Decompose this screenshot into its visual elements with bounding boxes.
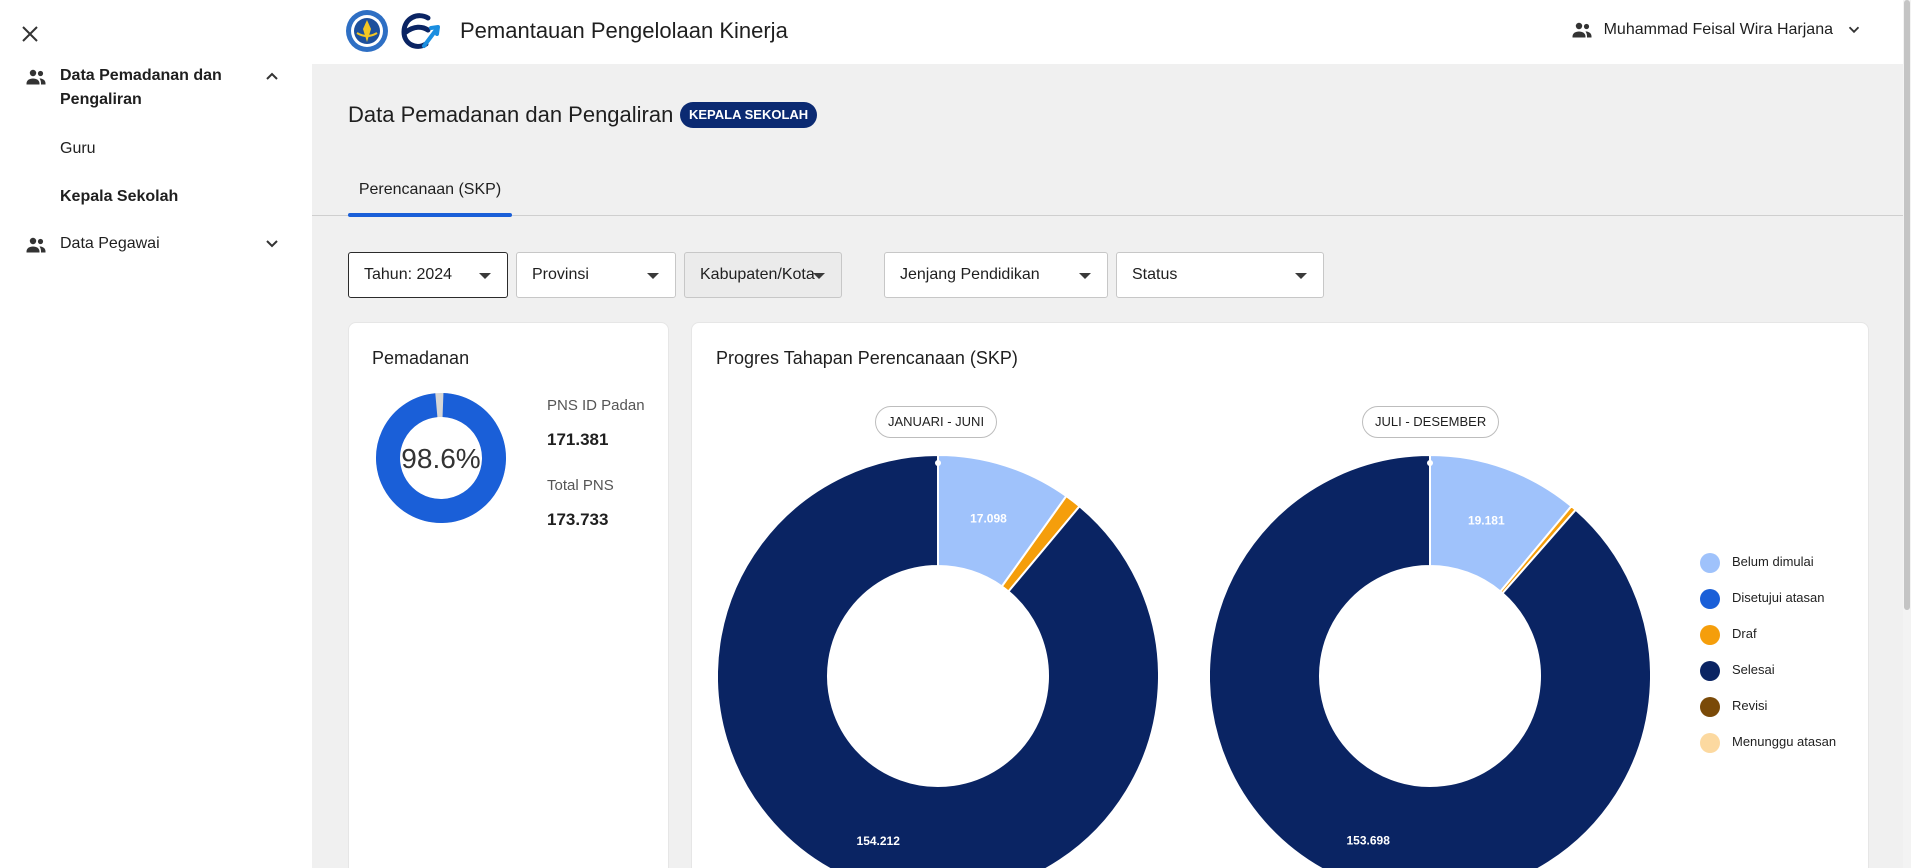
legend-swatch [1700, 697, 1720, 717]
dropdown-arrow-icon [813, 273, 825, 279]
people-icon [26, 237, 46, 253]
legend-disetujui-atasan[interactable]: Disetujui atasan [1700, 588, 1900, 610]
pns-padan-value: 171.381 [547, 430, 609, 449]
page-title: Data Pemadanan dan Pengaliran [348, 102, 674, 127]
filter-value: Provinsi [532, 266, 589, 283]
legend-swatch [1700, 625, 1720, 645]
e-kinerja-logo [401, 13, 440, 49]
pemadanan-title: Pemadanan [372, 348, 470, 368]
legend-swatch [1700, 661, 1720, 681]
donut-slice-selesai[interactable] [1210, 453, 1650, 868]
donut-arc-padan [376, 393, 506, 523]
role-badge: KEPALA SEKOLAH [680, 102, 818, 128]
data-label-belum-dimulai: 17.098 [970, 511, 1007, 525]
sidebar-subitem-guru[interactable]: Guru [60, 140, 96, 157]
filter-value: Kabupaten/Kota [700, 266, 815, 283]
legend-label: Belum dimulai [1732, 554, 1814, 569]
data-label-selesai: 154.212 [857, 834, 901, 848]
app-title: Pemantauan Pengelolaan Kinerja [460, 18, 788, 43]
sidebar: Data Pemadanan dan Pengaliran Guru Kepal… [0, 0, 312, 868]
slice-marker [935, 460, 941, 466]
data-label-belum-dimulai: 19.181 [1468, 513, 1505, 527]
close-icon[interactable] [18, 22, 42, 46]
donut-chart-jul-des: 19.181 153.698 [1210, 453, 1650, 868]
sidebar-item-label: Data Pemadanan dan Pengaliran [60, 67, 222, 108]
filter-value: Jenjang Pendidikan [900, 266, 1040, 283]
legend-label: Disetujui atasan [1732, 590, 1825, 605]
dropdown-arrow-icon [647, 273, 659, 279]
filter-value: Status [1132, 266, 1178, 283]
active-tab-indicator [348, 213, 512, 217]
user-name: Muhammad Feisal Wira Harjana [1603, 21, 1833, 38]
legend-label: Menunggu atasan [1732, 734, 1837, 749]
user-menu[interactable]: Muhammad Feisal Wira Harjana [1570, 18, 1863, 42]
filter-value: Tahun: 2024 [364, 266, 453, 283]
legend-label: Revisi [1732, 698, 1768, 713]
legend-menunggu-atasan[interactable]: Menunggu atasan [1700, 732, 1900, 754]
top-header: Pemantauan Pengelolaan Kinerja Muhammad … [312, 0, 1903, 64]
progres-title: Progres Tahapan Perencanaan (SKP) [716, 348, 1018, 368]
legend-swatch [1700, 589, 1720, 609]
legend-draf[interactable]: Draf [1700, 624, 1900, 646]
filter-provinsi[interactable]: Provinsi [516, 252, 676, 298]
people-icon [26, 69, 46, 85]
page-scrollbar[interactable] [1903, 0, 1911, 868]
scrollbar-thumb[interactable] [1904, 0, 1910, 610]
tab-perencanaan-skp[interactable]: Perencanaan (SKP) [348, 164, 512, 217]
donut-slice-selesai[interactable] [718, 453, 1158, 868]
data-label-selesai: 153.698 [1347, 833, 1391, 847]
legend-label: Selesai [1732, 662, 1775, 677]
period-chip-jan-jun: JANUARI - JUNI [875, 406, 998, 438]
filter-status[interactable]: Status [1116, 252, 1324, 298]
sidebar-group-pemadanan: Data Pemadanan dan Pengaliran [0, 64, 312, 112]
pemadanan-donut-chart: 98.6% [376, 393, 506, 523]
slice-marker [1427, 460, 1433, 466]
chevron-up-icon[interactable] [262, 66, 282, 86]
dropdown-arrow-icon [1295, 273, 1307, 279]
sidebar-group-pegawai: Data Pegawai [0, 232, 312, 257]
total-pns-value: 173.733 [547, 510, 609, 529]
legend-revisi[interactable]: Revisi [1700, 696, 1900, 718]
chevron-down-icon[interactable] [262, 234, 282, 254]
people-icon [1572, 22, 1592, 38]
ministry-logo [346, 10, 388, 52]
dropdown-arrow-icon [1079, 273, 1091, 279]
legend-swatch [1700, 733, 1720, 753]
legend-swatch [1700, 553, 1720, 573]
period-chip-jul-des: JULI - DESEMBER [1362, 406, 1500, 438]
sidebar-item-data-pegawai[interactable]: Data Pegawai [0, 232, 312, 257]
filter-jenjang-pendidikan[interactable]: Jenjang Pendidikan [884, 252, 1108, 298]
tab-label: Perencanaan (SKP) [358, 181, 502, 198]
pns-padan-label: PNS ID Padan [547, 397, 645, 414]
filter-kabupaten-kota[interactable]: Kabupaten/Kota [684, 252, 842, 298]
chevron-down-icon [1848, 26, 1860, 34]
dropdown-arrow-icon [479, 273, 491, 279]
legend-belum-dimulai[interactable]: Belum dimulai [1700, 552, 1900, 574]
sidebar-item-data-pemadanan[interactable]: Data Pemadanan dan Pengaliran [0, 64, 312, 112]
sidebar-subitem-kepala-sekolah[interactable]: Kepala Sekolah [60, 188, 179, 205]
tab-bar: Perencanaan (SKP) [312, 164, 1903, 217]
total-pns-label: Total PNS [547, 477, 614, 494]
donut-percent-label: 98.6% [401, 443, 480, 474]
donut-chart-jan-jun: 17.098 154.212 [718, 453, 1158, 868]
legend-selesai[interactable]: Selesai [1700, 660, 1900, 682]
legend-label: Draf [1732, 626, 1757, 641]
sidebar-item-label: Data Pegawai [60, 235, 160, 252]
filter-tahun[interactable]: Tahun: 2024 [348, 252, 508, 298]
